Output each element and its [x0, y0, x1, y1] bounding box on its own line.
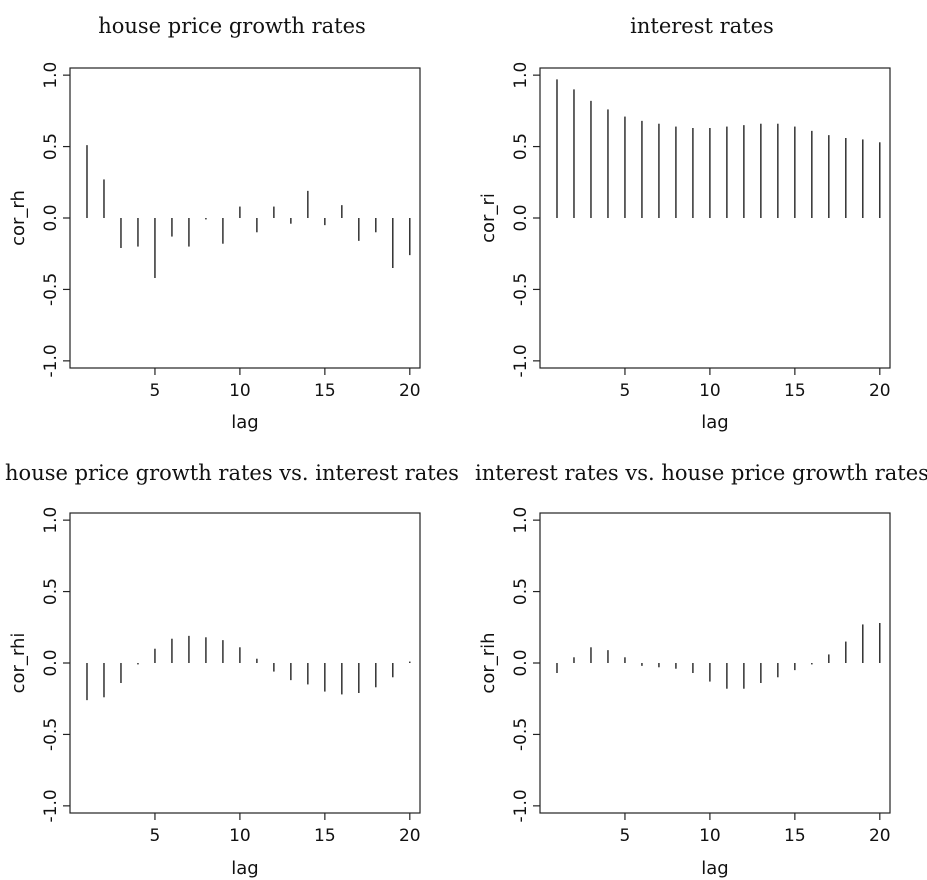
y-axis-label: cor_rh: [8, 190, 29, 246]
y-tick-label: -1.0: [511, 344, 531, 377]
y-tick-label: -0.5: [41, 718, 61, 751]
panel-house-vs-interest: house price growth rates vs. interest ra…: [5, 461, 459, 879]
y-tick-label: 1.0: [511, 507, 531, 534]
x-axis-label: lag: [231, 412, 258, 433]
plot-frame: [539, 67, 891, 369]
x-tick-label: 15: [784, 826, 806, 846]
x-tick-label: 10: [699, 826, 721, 846]
y-tick-label: -1.0: [511, 789, 531, 822]
y-tick-label: -1.0: [41, 789, 61, 822]
ccf-bars: [86, 635, 411, 701]
y-tick-label: 0.0: [41, 649, 61, 676]
panel-title: interest rates vs. house price growth ra…: [475, 461, 927, 485]
x-axis-label: lag: [701, 858, 728, 879]
panel-title: house price growth rates vs. interest ra…: [5, 461, 459, 485]
panel-interest-rates: interest rates lag cor_ri 5 10 15 20 -1.0 -0.…: [478, 14, 891, 433]
y-tick-label: 1.0: [41, 507, 61, 534]
y-tick-label: 0.5: [41, 133, 61, 160]
y-axis-label: cor_rih: [478, 632, 499, 693]
x-tick-label: 15: [784, 381, 806, 401]
y-axis-label: cor_rhi: [8, 633, 29, 694]
y-tick-label: -0.5: [41, 273, 61, 306]
x-tick-label: 20: [399, 826, 421, 846]
x-tick-label: 5: [620, 381, 631, 401]
y-tick-label: -0.5: [511, 273, 531, 306]
y-tick-label: 0.0: [41, 204, 61, 231]
x-tick-label: 20: [869, 826, 891, 846]
y-axis-label: cor_ri: [478, 193, 499, 243]
x-tick-label: 10: [229, 826, 251, 846]
ccf-bars: [556, 623, 881, 689]
panel-title: interest rates: [630, 14, 774, 38]
acf-bars: [86, 145, 411, 278]
x-axis-label: lag: [701, 412, 728, 433]
x-tick-label: 5: [150, 381, 161, 401]
y-tick-label: 0.0: [511, 649, 531, 676]
x-tick-label: 10: [699, 381, 721, 401]
x-tick-label: 5: [150, 826, 161, 846]
acf-bars: [556, 79, 881, 218]
y-tick-label: 0.5: [511, 578, 531, 605]
y-tick-label: 0.0: [511, 204, 531, 231]
x-axis-label: lag: [231, 858, 258, 879]
x-tick-label: 15: [314, 826, 336, 846]
y-tick-label: 1.0: [511, 62, 531, 89]
plot-frame: [539, 512, 891, 814]
x-tick-label: 20: [399, 381, 421, 401]
plot-frame: [69, 67, 421, 369]
x-tick-label: 20: [869, 381, 891, 401]
y-tick-label: 0.5: [511, 133, 531, 160]
x-tick-label: 5: [620, 826, 631, 846]
x-tick-label: 15: [314, 381, 336, 401]
panel-house-price: house price growth rates lag cor_rh 5 10 1…: [8, 14, 421, 433]
y-tick-label: -1.0: [41, 344, 61, 377]
y-tick-label: -0.5: [511, 718, 531, 751]
y-tick-label: 0.5: [41, 578, 61, 605]
panel-interest-vs-house: interest rates vs. house price growth ra…: [475, 461, 927, 879]
x-tick-label: 10: [229, 381, 251, 401]
plot-frame: [69, 512, 421, 814]
y-tick-label: 1.0: [41, 62, 61, 89]
panel-title: house price growth rates: [98, 14, 366, 38]
